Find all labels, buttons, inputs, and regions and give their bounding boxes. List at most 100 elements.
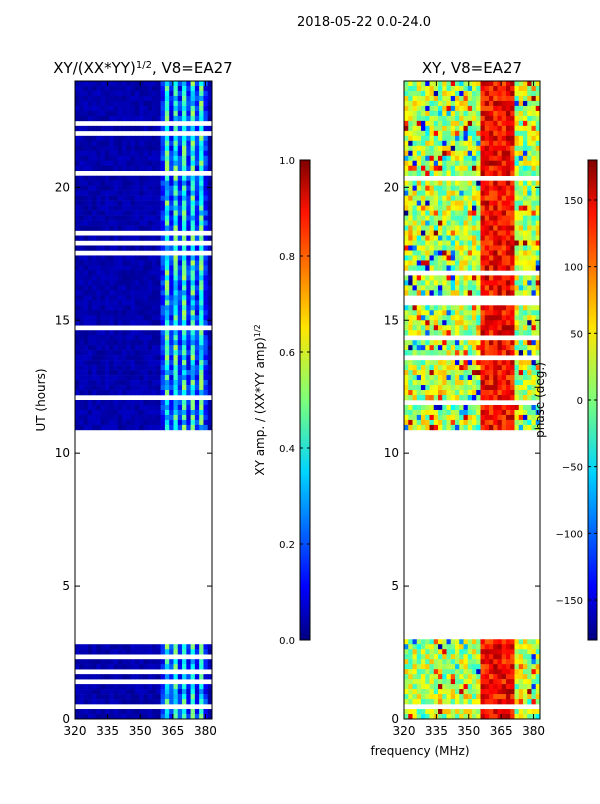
heatmap-cell — [484, 365, 490, 371]
heatmap-cell — [404, 305, 409, 311]
heatmap-cell — [501, 160, 507, 167]
heatmap-cell — [523, 385, 528, 391]
heatmap-cell — [472, 409, 477, 416]
heatmap-cell — [416, 649, 422, 655]
heatmap-cell — [442, 250, 447, 256]
heatmap-cell — [109, 335, 114, 341]
heatmap-cell — [425, 275, 430, 281]
heatmap-cell — [194, 90, 200, 97]
heatmap-cell — [164, 105, 170, 112]
heatmap-cell — [190, 350, 196, 356]
heatmap-cell — [459, 140, 464, 147]
heatmap-cell — [173, 95, 179, 102]
heatmap-cell — [199, 375, 204, 381]
heatmap-cell — [467, 320, 473, 326]
heatmap-cell — [160, 145, 166, 152]
heatmap-cell — [404, 310, 409, 316]
heatmap-cell — [182, 81, 187, 87]
heatmap-cell — [514, 135, 520, 142]
heatmap-cell — [408, 375, 413, 381]
heatmap-cell — [207, 190, 213, 196]
heatmap-cell — [489, 315, 494, 321]
heatmap-cell — [79, 145, 84, 152]
heatmap-cell — [404, 280, 409, 286]
heatmap-cell — [134, 255, 140, 261]
heatmap-cell — [493, 320, 498, 326]
heatmap-cell — [177, 300, 183, 306]
heatmap-cell — [126, 370, 132, 376]
heatmap-cell — [92, 380, 97, 386]
heatmap-cell — [429, 275, 435, 281]
heatmap-cell — [531, 210, 537, 216]
heatmap-cell — [446, 230, 452, 236]
heatmap-cell — [190, 380, 196, 386]
heatmap-cell — [484, 110, 490, 117]
heatmap-cell — [463, 699, 469, 705]
heatmap-cell — [446, 360, 452, 366]
heatmap-cell — [156, 100, 162, 107]
heatmap-cell — [412, 170, 418, 176]
heatmap-cell — [207, 320, 213, 326]
heatmap-cell — [173, 659, 179, 665]
heatmap-cell — [203, 365, 209, 371]
heatmap-cell — [425, 390, 430, 396]
heatmap-cell — [518, 404, 524, 411]
heatmap-cell — [535, 664, 541, 670]
heatmap-cell — [160, 235, 166, 241]
heatmap-cell — [126, 265, 132, 271]
heatmap-cell — [173, 414, 179, 421]
heatmap-cell — [493, 684, 498, 690]
heatmap-cell — [134, 270, 140, 276]
heatmap-cell — [182, 699, 187, 705]
heatmap-cell — [510, 699, 515, 705]
heatmap-cell — [484, 315, 490, 321]
heatmap-cell — [484, 669, 490, 675]
heatmap-cell — [493, 81, 498, 87]
heatmap-cell — [134, 644, 140, 650]
heatmap-cell — [207, 215, 213, 221]
heatmap-cell — [75, 125, 80, 132]
heatmap-cell — [523, 105, 528, 112]
heatmap-cell — [186, 185, 191, 191]
heatmap-cell — [459, 325, 464, 331]
heatmap-cell — [130, 290, 136, 296]
heatmap-cell — [514, 81, 520, 87]
heatmap-cell — [459, 230, 464, 236]
heatmap-cell — [177, 370, 183, 376]
heatmap-cell — [126, 285, 132, 291]
heatmap-cell — [79, 385, 84, 391]
heatmap-cell — [75, 295, 80, 301]
heatmap-cell — [147, 385, 153, 391]
heatmap-cell — [139, 100, 144, 107]
heatmap-cell — [83, 414, 89, 421]
heatmap-cell — [92, 190, 97, 196]
heatmap-cell — [134, 659, 140, 665]
heatmap-cell — [429, 350, 435, 356]
heatmap-cell — [139, 699, 144, 705]
heatmap-cell — [104, 390, 110, 396]
heatmap-cell — [523, 699, 528, 705]
heatmap-cell — [109, 255, 114, 261]
colorbar-tick-label: 0.4 — [279, 444, 295, 455]
heatmap-cell — [130, 664, 136, 670]
heatmap-cell — [104, 424, 110, 431]
heatmap-cell — [404, 360, 409, 366]
heatmap-cell — [455, 419, 460, 426]
heatmap-cell — [173, 320, 179, 326]
heatmap-cell — [104, 270, 110, 276]
heatmap-cell — [446, 145, 452, 152]
heatmap-cell — [472, 95, 477, 102]
heatmap-cell — [514, 195, 520, 201]
heatmap-cell — [412, 664, 418, 670]
heatmap-cell — [412, 250, 418, 256]
heatmap-cell — [489, 325, 494, 331]
heatmap-cell — [152, 160, 157, 167]
heatmap-cell — [467, 90, 473, 97]
heatmap-cell — [442, 375, 447, 381]
heatmap-cell — [523, 235, 528, 241]
heatmap-cell — [429, 255, 435, 261]
heatmap-cell — [199, 275, 204, 281]
heatmap-cell — [421, 414, 426, 421]
heatmap-cell — [169, 340, 174, 346]
heatmap-cell — [194, 649, 200, 655]
